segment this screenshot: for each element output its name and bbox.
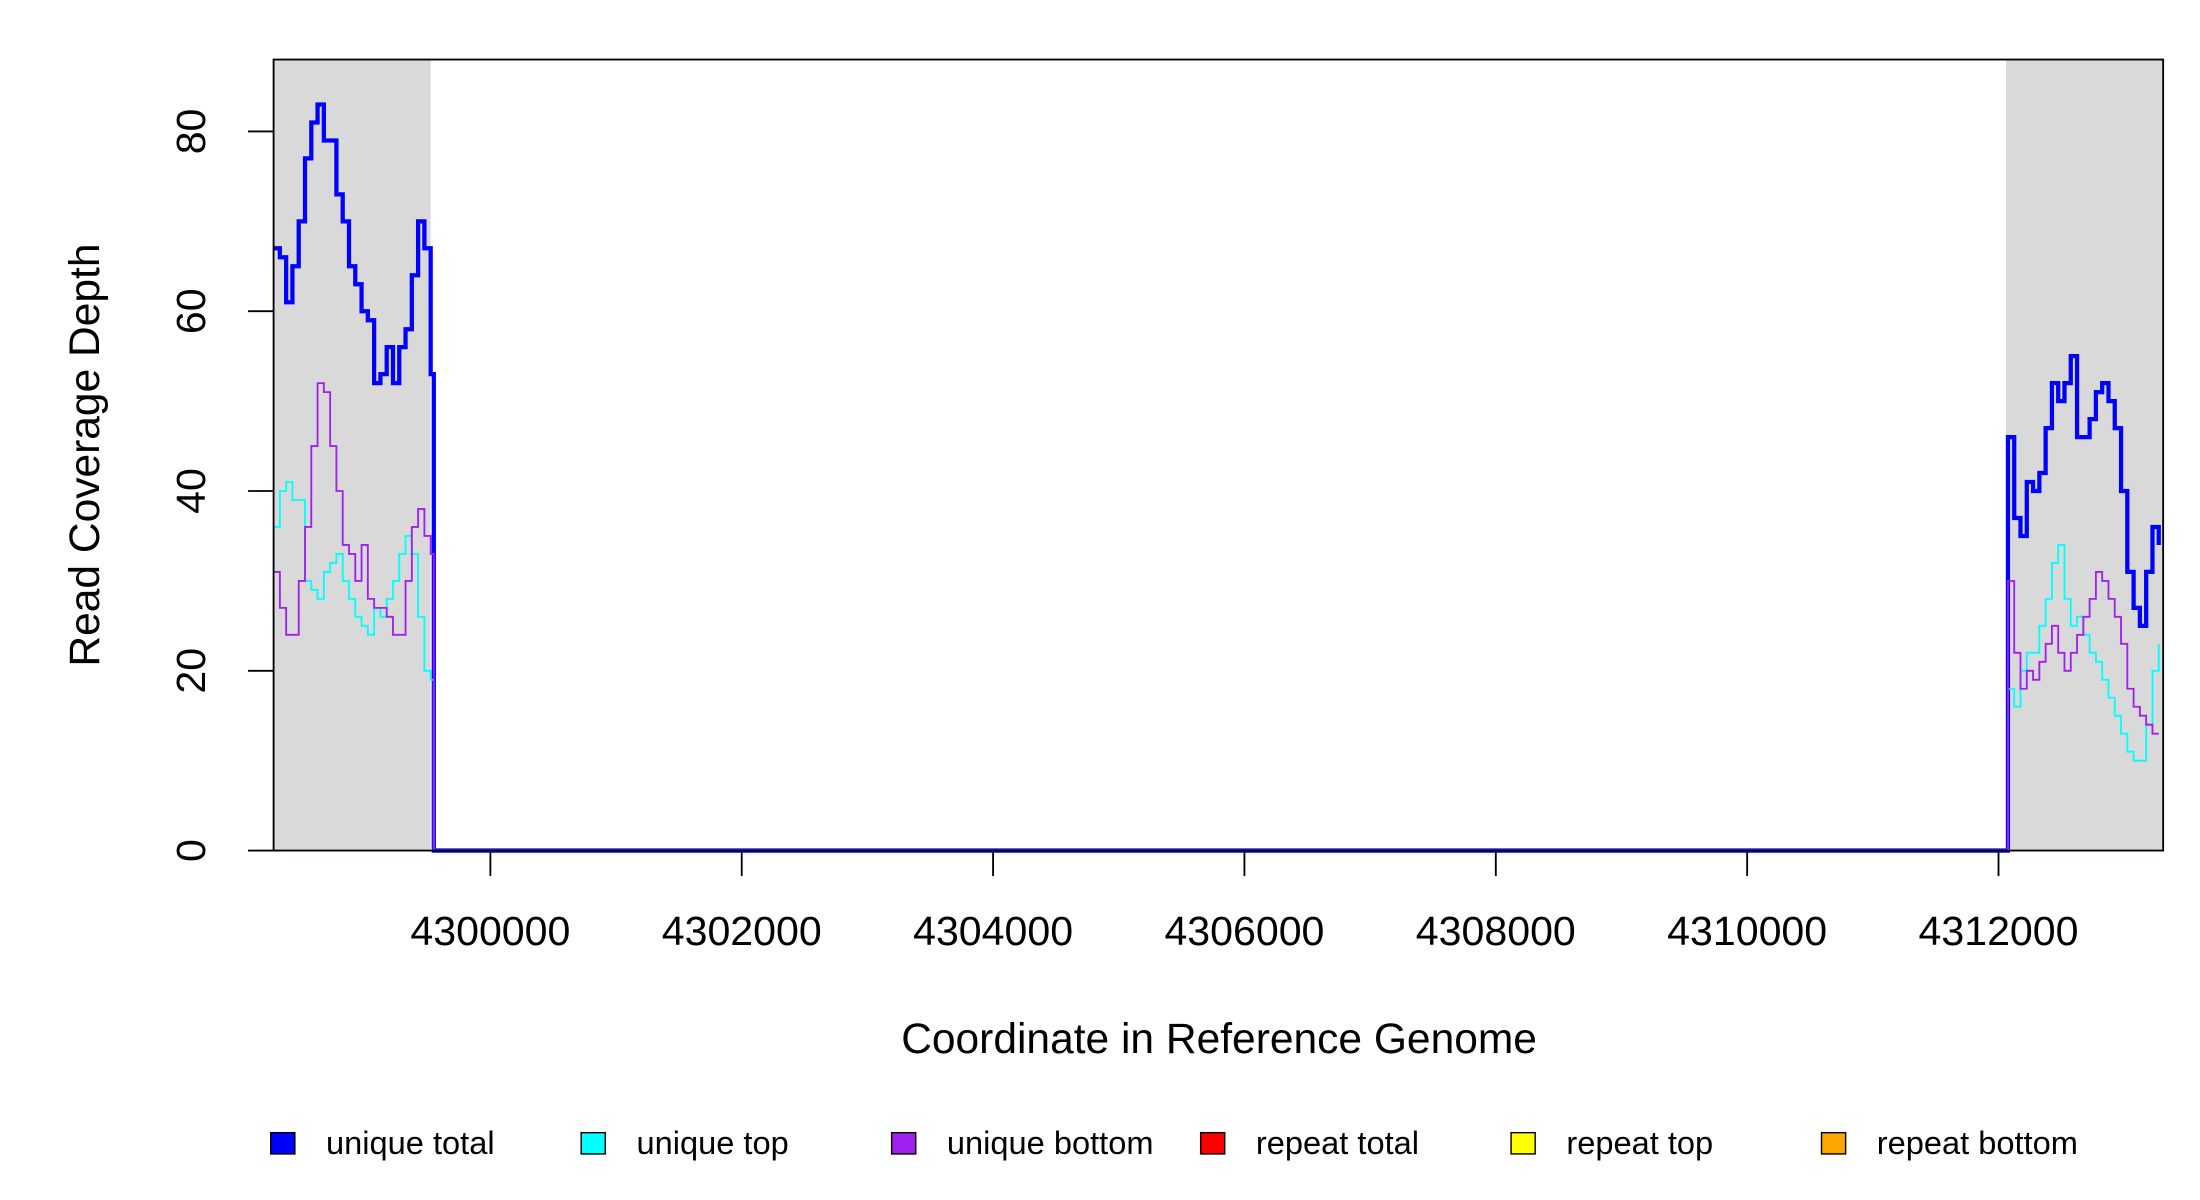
x-axis-title: Coordinate in Reference Genome (901, 1016, 1537, 1063)
x-tick-label: 4302000 (662, 908, 822, 954)
y-tick-label: 20 (168, 648, 214, 694)
legend-label: repeat bottom (1877, 1124, 2078, 1161)
y-axis-title: Read Coverage Depth (62, 244, 109, 667)
x-tick-label: 4300000 (410, 908, 570, 954)
y-tick-label: 80 (168, 109, 214, 155)
x-tick-label: 4312000 (1919, 908, 2079, 954)
coverage-line (273, 382, 2159, 852)
legend-label: unique bottom (947, 1124, 1154, 1161)
x-tick-label: 4308000 (1416, 908, 1576, 954)
y-tick-label: 60 (168, 288, 214, 334)
legend-label: repeat total (1256, 1124, 1419, 1161)
x-tick-label: 4306000 (1164, 908, 1324, 954)
x-tick-label: 4304000 (913, 908, 1073, 954)
x-tick-label: 4310000 (1667, 908, 1827, 954)
legend-swatch (580, 1131, 606, 1155)
legend-swatch (1199, 1131, 1226, 1155)
shaded-region (2006, 59, 2164, 851)
shaded-region (273, 59, 431, 851)
coverage-line (273, 102, 2161, 853)
legend-swatch (1510, 1131, 1536, 1155)
y-tick-label: 40 (168, 468, 214, 514)
legend-swatch (890, 1131, 917, 1155)
legend-swatch (270, 1131, 296, 1155)
y-tick-label: 0 (168, 839, 214, 862)
legend-label: unique total (326, 1124, 495, 1161)
legend-label: repeat top (1566, 1124, 1713, 1161)
legend-swatch (1820, 1131, 1847, 1155)
legend-label: unique top (636, 1124, 788, 1161)
plot-frame (272, 58, 2165, 852)
coverage-line (273, 481, 2160, 852)
